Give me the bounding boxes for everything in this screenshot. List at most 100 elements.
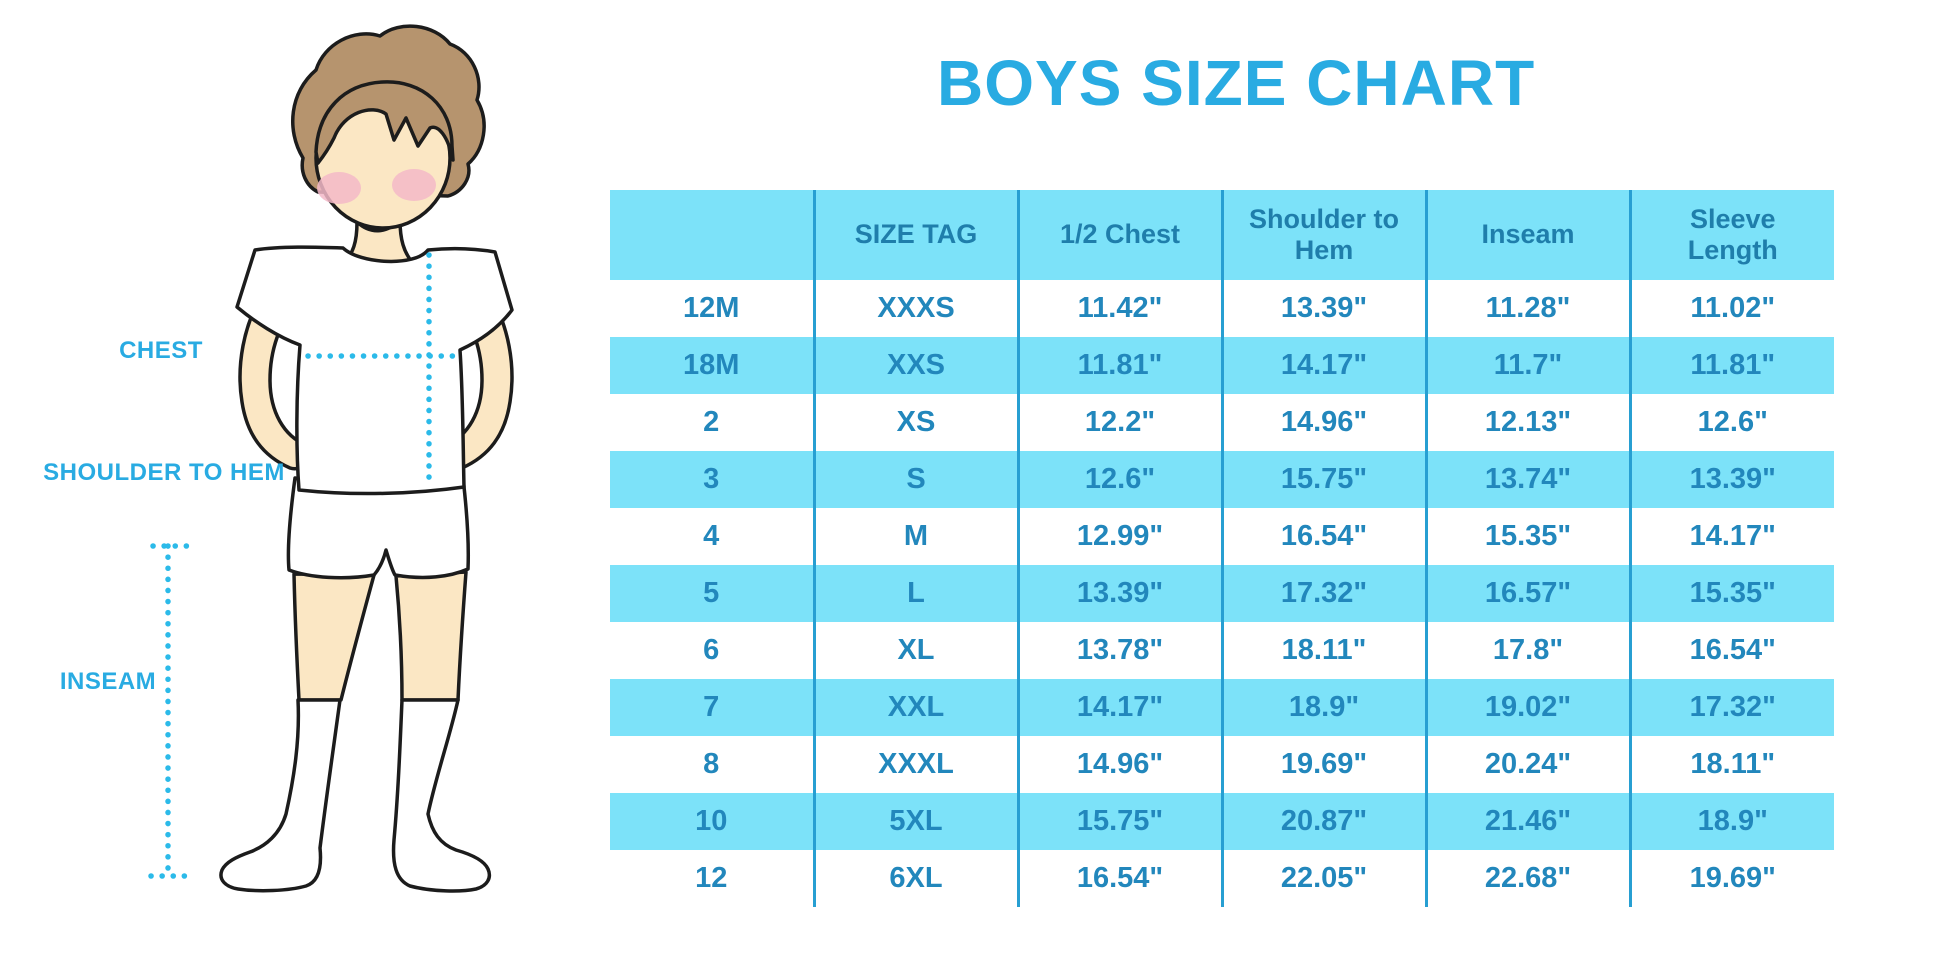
size-cell: 4	[703, 520, 720, 552]
table-cell: 11.42"	[1016, 280, 1222, 337]
table-cell: 11.81"	[1016, 337, 1222, 394]
table-cell: 15.35"	[1628, 565, 1834, 622]
table-cell: 21.46"	[1424, 793, 1630, 850]
table-cell: 12.13"	[1424, 394, 1630, 451]
table-cell: 17.32"	[1628, 679, 1834, 736]
size-cell: 12M	[683, 292, 740, 324]
column-header: 1/2 Chest	[1016, 190, 1222, 280]
table-row: 4 M 12.99" 16.54" 15.35" 14.17"	[610, 508, 1834, 565]
boy-measurement-illustration	[148, 24, 514, 893]
table-cell: 13.39"	[1016, 565, 1222, 622]
table-cell: XXS	[812, 337, 1018, 394]
size-cell: 7	[610, 679, 814, 736]
table-cell: 17.8"	[1424, 622, 1630, 679]
table-cell: 19.69"	[1628, 850, 1834, 907]
table-cell: 13.78"	[1016, 622, 1222, 679]
table-cell: 11.28"	[1424, 280, 1630, 337]
column-header: Inseam	[1424, 190, 1630, 280]
table-cell: 12.2"	[1016, 394, 1222, 451]
table-cell: S	[812, 451, 1018, 508]
table-cell: 19.69"	[1220, 736, 1426, 793]
table-cell: XL	[812, 622, 1018, 679]
table-cell: 18.9"	[1220, 679, 1426, 736]
table-cell: 15.35"	[1424, 508, 1630, 565]
table-cell: XS	[812, 394, 1018, 451]
boy-right-leg	[394, 570, 468, 702]
table-cell: XXXL	[812, 736, 1018, 793]
inseam-label: INSEAM	[59, 668, 157, 695]
table-row: 12M XXXS 11.42" 13.39" 11.28" 11.02"	[610, 280, 1834, 337]
shoulder-to-hem-label: SHOULDER TO HEM	[43, 459, 285, 486]
table-cell: 20.87"	[1220, 793, 1426, 850]
table-cell: 13.39"	[1220, 280, 1426, 337]
table-cell: 18.9"	[1628, 793, 1834, 850]
chest-label: CHEST	[119, 337, 203, 364]
column-header: Shoulder to Hem	[1220, 190, 1426, 280]
boy-left-leg	[292, 572, 376, 702]
table-cell: 22.68"	[1424, 850, 1630, 907]
table-cell: 14.96"	[1016, 736, 1222, 793]
table-cell: XXXS	[812, 280, 1018, 337]
boy-right-sock	[391, 698, 492, 893]
table-cell: 11.7"	[1424, 337, 1630, 394]
table-cell: 18.11"	[1220, 622, 1426, 679]
table-cell: 16.54"	[1220, 508, 1426, 565]
boy-cheek-left	[317, 172, 361, 204]
table-cell: 14.17"	[1628, 508, 1834, 565]
table-row: 10 5XL 15.75" 20.87" 21.46" 18.9"	[610, 793, 1834, 850]
table-row: 2 XS 12.2" 14.96" 12.13" 12.6"	[610, 394, 1834, 451]
table-cell: 12.6"	[1628, 394, 1834, 451]
size-cell: 5	[610, 565, 814, 622]
table-row: 3 S 12.6" 15.75" 13.74" 13.39"	[610, 451, 1834, 508]
table-cell: 16.54"	[1628, 622, 1834, 679]
table-cell: 5XL	[812, 793, 1018, 850]
table-cell: 13.39"	[1628, 451, 1834, 508]
table-header-row: SIZE TAG 1/2 Chest Shoulder to Hem Inseam Sl…	[610, 190, 1834, 280]
table-cell: 12.6"	[1016, 451, 1222, 508]
table-cell: 15.75"	[1016, 793, 1222, 850]
boy-left-sock	[219, 698, 342, 893]
table-cell: 20.24"	[1424, 736, 1630, 793]
boy-neck	[342, 218, 414, 264]
table-row: 12 6XL 16.54" 22.05" 22.68" 19.69"	[610, 850, 1834, 907]
table-cell: XXL	[812, 679, 1018, 736]
size-cell: 10	[610, 793, 814, 850]
boy-hair-fringe	[314, 80, 455, 165]
table-cell: M	[812, 508, 1018, 565]
column-header: Sleeve Length	[1628, 190, 1834, 280]
table-cell: 14.96"	[1220, 394, 1426, 451]
size-cell: 6	[703, 634, 720, 666]
table-row: 7 XXL 14.17" 18.9" 19.02" 17.32"	[610, 679, 1834, 736]
column-header: SIZE TAG	[812, 190, 1018, 280]
table-cell: 19.02"	[1424, 679, 1630, 736]
table-cell: 15.75"	[1220, 451, 1426, 508]
table-cell: 13.74"	[1424, 451, 1630, 508]
table-row: 8 XXXL 14.96" 19.69" 20.24" 18.11"	[610, 736, 1834, 793]
table-row: 5 L 13.39" 17.32" 16.57" 15.35"	[610, 565, 1834, 622]
size-cell: 8	[703, 748, 720, 780]
size-table: SIZE TAG 1/2 Chest Shoulder to Hem Inseam Sl…	[610, 190, 1834, 907]
size-cell: 2	[703, 406, 720, 438]
table-cell: 6XL	[812, 850, 1018, 907]
table-cell: 18.11"	[1628, 736, 1834, 793]
size-cell: 18M	[610, 337, 814, 394]
table-cell: 12.99"	[1016, 508, 1222, 565]
table-row: 6 XL 13.78" 18.11" 17.8" 16.54"	[610, 622, 1834, 679]
table-cell: L	[812, 565, 1018, 622]
table-cell: 11.81"	[1628, 337, 1834, 394]
table-cell: 11.02"	[1628, 280, 1834, 337]
size-cell: 3	[610, 451, 814, 508]
page-title: BOYS SIZE CHART	[937, 47, 1536, 119]
boy-cheek-right	[392, 169, 436, 201]
table-cell: 17.32"	[1220, 565, 1426, 622]
table-row: 18M XXS 11.81" 14.17" 11.7" 11.81"	[610, 337, 1834, 394]
column-header	[610, 190, 814, 280]
table-cell: 22.05"	[1220, 850, 1426, 907]
size-cell: 12	[695, 862, 728, 894]
table-cell: 16.54"	[1016, 850, 1222, 907]
table-cell: 14.17"	[1016, 679, 1222, 736]
table-cell: 16.57"	[1424, 565, 1630, 622]
size-table-body: 12M XXXS 11.42" 13.39" 11.28" 11.02" 18M XXS 11.…	[610, 280, 1834, 907]
table-cell: 14.17"	[1220, 337, 1426, 394]
